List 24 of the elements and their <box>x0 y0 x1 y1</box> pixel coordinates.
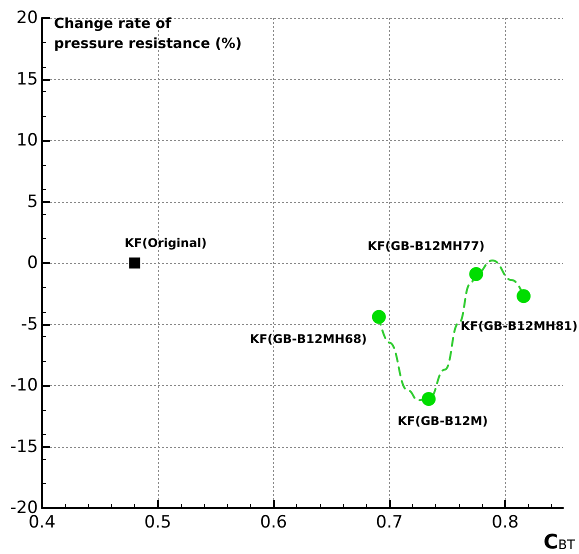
x-axis-title: CBT <box>543 530 576 554</box>
y-axis-title: Change rate of pressure resistance (%) <box>54 16 242 52</box>
x-tick-label: 0.5 <box>144 512 172 532</box>
y-tick-label: -10 <box>10 376 38 396</box>
annotation: KF(GB-B12MH68) <box>250 332 367 346</box>
point <box>129 258 140 268</box>
point <box>516 289 531 304</box>
x-tick-label: 0.8 <box>492 512 519 532</box>
y-tick-label: 5 <box>27 192 38 212</box>
y-tick-label: 0 <box>27 253 38 273</box>
annotation: KF(GB-B12MH81) <box>460 319 578 334</box>
point <box>422 392 436 406</box>
point <box>469 267 484 282</box>
y-tick-label: -5 <box>21 314 38 334</box>
annotation: KF(Original) <box>124 236 207 250</box>
annotation: KF(GB-B12M) <box>398 414 488 428</box>
y-tick-label: -15 <box>10 436 38 457</box>
x-tick-label: 0.7 <box>376 512 403 532</box>
point <box>372 310 386 324</box>
y-tick-label: 20 <box>16 8 38 28</box>
annotation: KF(GB-B12MH77) <box>368 239 485 254</box>
y-tick-label: 10 <box>16 130 38 150</box>
y-tick-label: 15 <box>16 69 38 90</box>
x-tick-label: 0.6 <box>260 512 288 532</box>
